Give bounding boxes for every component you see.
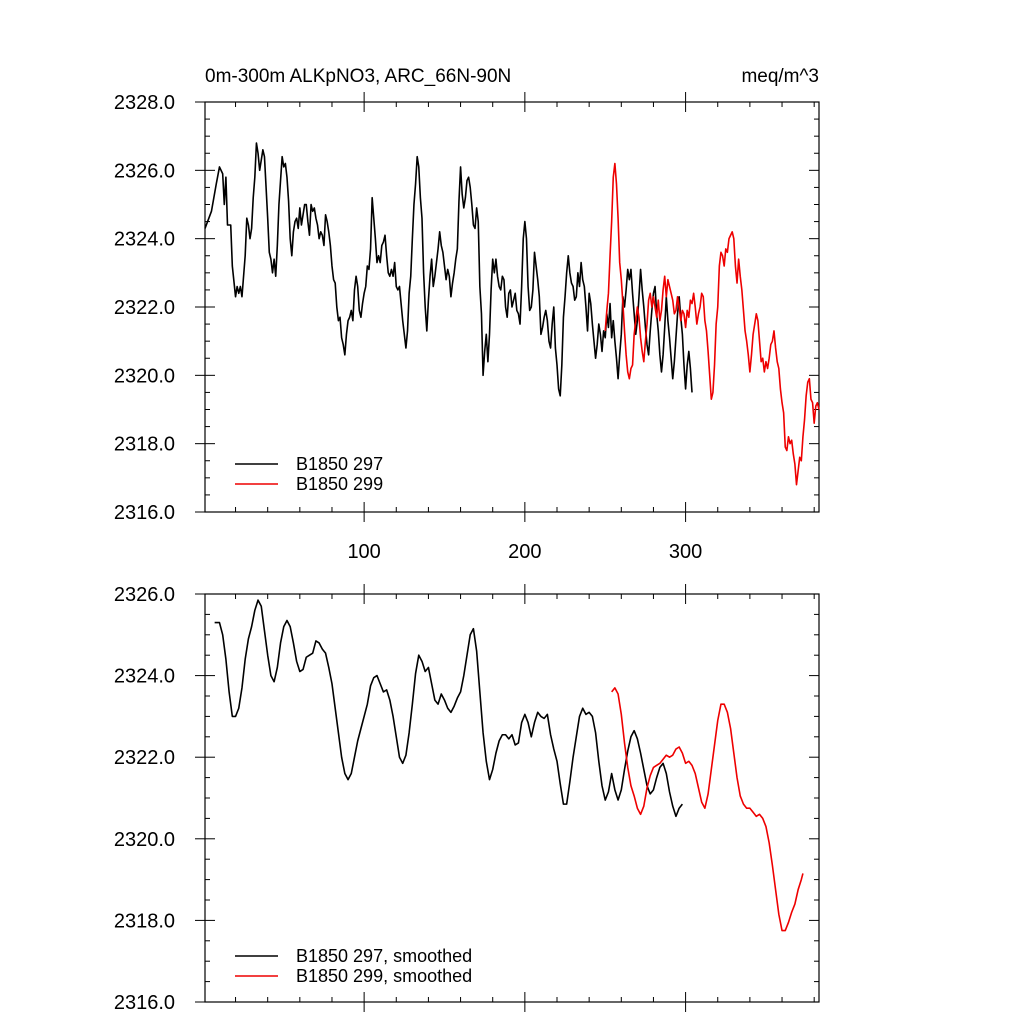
top-panel: 0m-300m ALKpNO3, ARC_66N-90N meq/m^3 231… bbox=[114, 66, 820, 563]
x-tick-label: 100 bbox=[347, 541, 380, 563]
top-series-lines bbox=[204, 142, 820, 486]
top-title-right: meq/m^3 bbox=[741, 66, 819, 87]
top-title-left: 0m-300m ALKpNO3, ARC_66N-90N bbox=[205, 66, 511, 87]
y-tick-label: 2316.0 bbox=[114, 502, 175, 524]
y-tick-label: 2320.0 bbox=[114, 365, 175, 387]
legend-label: B1850 299 bbox=[296, 474, 383, 494]
y-tick-label: 2322.0 bbox=[114, 297, 175, 319]
series-line-2 bbox=[604, 162, 820, 486]
y-tick-label: 2318.0 bbox=[114, 434, 175, 456]
legend-label: B1850 297 bbox=[296, 454, 383, 474]
y-tick-label: 2326.0 bbox=[114, 584, 175, 606]
y-tick-label: 2324.0 bbox=[114, 666, 175, 688]
top-axes: 2316.0 2318.0 2320.0 2322.0 2324.0 2326.0 2328… bbox=[114, 92, 819, 563]
series-line-1 bbox=[214, 599, 684, 818]
y-tick-label: 2326.0 bbox=[114, 160, 175, 182]
y-tick-label: 2318.0 bbox=[114, 910, 175, 932]
y-tick-label: 2324.0 bbox=[114, 229, 175, 251]
bottom-panel: 2316.0 2318.0 2320.0 2322.0 2324.0 2326.0 B18… bbox=[114, 584, 820, 1014]
legend-label: B1850 297, smoothed bbox=[296, 946, 472, 966]
bottom-plot-frame bbox=[204, 593, 820, 1003]
legend-label: B1850 299, smoothed bbox=[296, 966, 472, 986]
series-line-1 bbox=[204, 142, 693, 397]
bottom-axes: 2316.0 2318.0 2320.0 2322.0 2324.0 2326.0 bbox=[114, 584, 819, 1014]
series-line-2 bbox=[611, 687, 804, 932]
y-tick-label: 2322.0 bbox=[114, 747, 175, 769]
x-tick-label: 200 bbox=[508, 541, 541, 563]
x-tick-label: 300 bbox=[669, 541, 702, 563]
y-tick-label: 2328.0 bbox=[114, 92, 175, 114]
bottom-series-lines bbox=[214, 599, 804, 932]
y-tick-label: 2320.0 bbox=[114, 829, 175, 851]
y-tick-label: 2316.0 bbox=[114, 992, 175, 1014]
